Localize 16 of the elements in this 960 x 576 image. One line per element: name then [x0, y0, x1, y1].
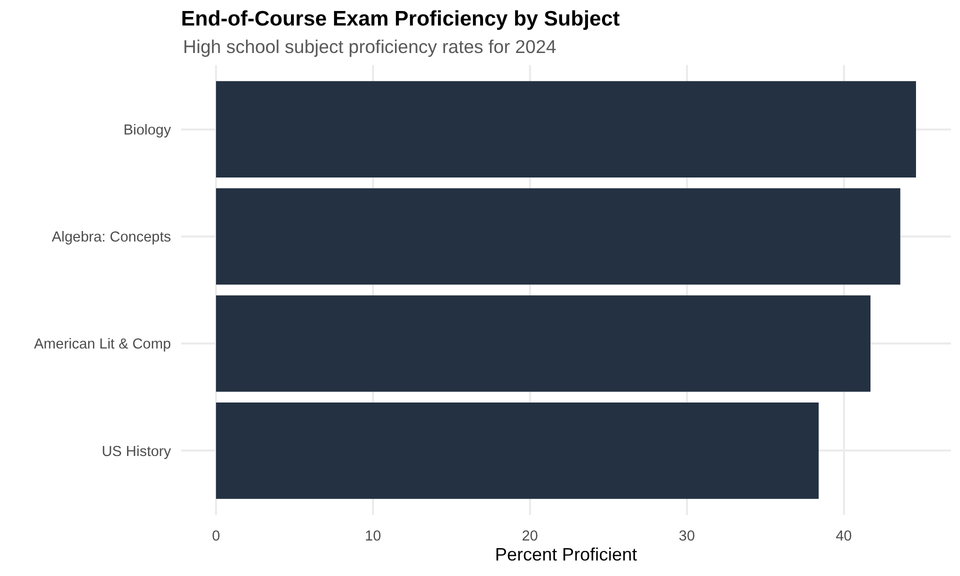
bar: [216, 295, 870, 392]
x-axis-title: Percent Proficient: [494, 544, 638, 565]
x-tick-label: 20: [522, 528, 538, 544]
chart-title: End-of-Course Exam Proficiency by Subject: [181, 7, 620, 30]
x-tick-label: 30: [678, 528, 695, 544]
y-tick-label: Biology: [123, 122, 172, 138]
y-tick-label: US History: [102, 444, 172, 460]
x-tick-label: 10: [364, 528, 382, 544]
y-tick-label: American Lit & Comp: [34, 336, 171, 353]
x-tick-label: 40: [836, 528, 852, 544]
bar: [216, 188, 900, 285]
bar: [216, 402, 819, 499]
x-tick-label: 0: [212, 528, 220, 544]
chart-subtitle: High school subject proficiency rates for 2024: [183, 36, 556, 57]
bar: [216, 81, 916, 178]
y-tick-label: Algebra: Concepts: [52, 230, 171, 246]
